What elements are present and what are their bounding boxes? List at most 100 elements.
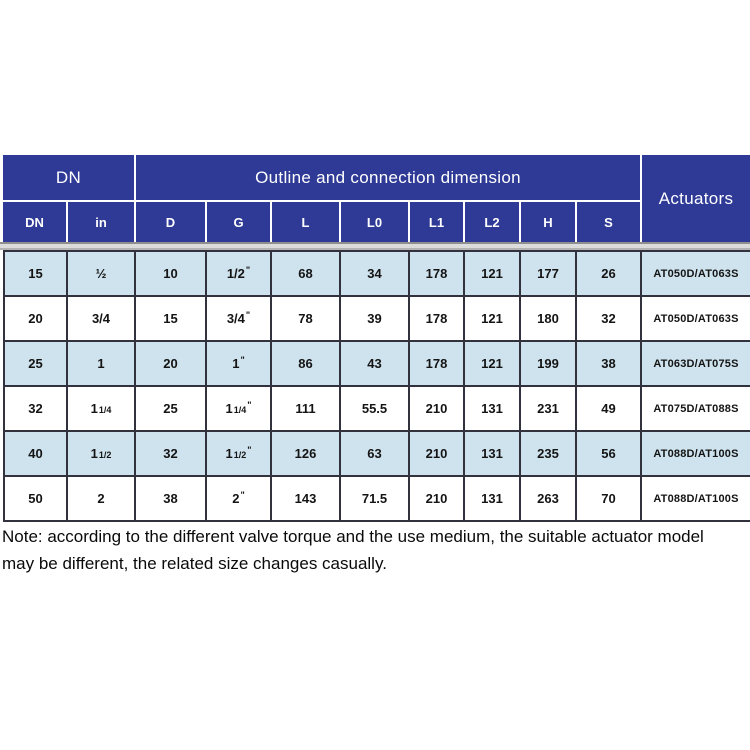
cell-s: 38 bbox=[577, 342, 642, 387]
cell-actuators: AT088D/AT100S bbox=[642, 477, 750, 522]
table-row: 40 1 1/2 32 1 1/2 " 126 63 210 131 235 56 AT088D/AT10… bbox=[3, 432, 750, 477]
cell-l0: 55.5 bbox=[341, 387, 410, 432]
cell-g: 1 1/4 " bbox=[207, 387, 272, 432]
outline-group-label: Outline and connection dimension bbox=[255, 167, 521, 187]
cell-h: 180 bbox=[521, 297, 577, 342]
cell-d: 32 bbox=[136, 432, 207, 477]
cell-l: 111 bbox=[272, 387, 341, 432]
column-header-g: G bbox=[207, 202, 270, 242]
cell-l1: 178 bbox=[410, 252, 465, 297]
table-header: DN Outline and connection dimension Actu… bbox=[3, 155, 750, 242]
cell-l0: 34 bbox=[341, 252, 410, 297]
column-header-g-label: G bbox=[233, 214, 244, 230]
cell-d: 15 bbox=[136, 297, 207, 342]
dn-group-label: DN bbox=[55, 167, 82, 187]
column-header-h-label: H bbox=[543, 214, 553, 230]
table-row: 32 1 1/4 25 1 1/4 " 111 55.5 210 131 231 49 AT075D/AT… bbox=[3, 387, 750, 432]
table-row: 50 2 38 2 " 143 71.5 210 131 263 70 AT088D/AT100S bbox=[3, 477, 750, 522]
cell-h: 235 bbox=[521, 432, 577, 477]
cell-l: 86 bbox=[272, 342, 341, 387]
cell-g: 1 1/2 " bbox=[207, 432, 272, 477]
cell-actuators: AT050D/AT063S bbox=[642, 297, 750, 342]
cell-dn: 25 bbox=[3, 342, 68, 387]
cell-actuators: AT050D/AT063S bbox=[642, 252, 750, 297]
column-header-l0: L0 bbox=[341, 202, 408, 242]
cell-s: 70 bbox=[577, 477, 642, 522]
cell-h: 231 bbox=[521, 387, 577, 432]
column-header-in-label: in bbox=[95, 214, 107, 230]
cell-d: 10 bbox=[136, 252, 207, 297]
column-header-in: in bbox=[68, 202, 134, 242]
column-header-l0-label: L0 bbox=[366, 214, 383, 230]
cell-l0: 43 bbox=[341, 342, 410, 387]
cell-l2: 121 bbox=[465, 252, 521, 297]
cell-dn: 32 bbox=[3, 387, 68, 432]
cell-g: 1 " bbox=[207, 342, 272, 387]
table-row: 15 ½ 10 1/2 " 68 34 178 121 177 26 AT050D/AT063S bbox=[3, 252, 750, 297]
cell-l2: 131 bbox=[465, 477, 521, 522]
cell-s: 49 bbox=[577, 387, 642, 432]
cell-h: 263 bbox=[521, 477, 577, 522]
cell-dn: 15 bbox=[3, 252, 68, 297]
cell-in: ½ bbox=[68, 252, 136, 297]
column-header-l: L bbox=[272, 202, 339, 242]
table-row: 25 1 20 1 " 86 43 178 121 199 38 AT063D/AT075S bbox=[3, 342, 750, 387]
table-row: 20 3/4 15 3/4 " 78 39 178 121 180 32 AT050D/AT063S bbox=[3, 297, 750, 342]
actuators-header: Actuators bbox=[642, 155, 750, 242]
outline-group-header: Outline and connection dimension bbox=[136, 155, 640, 200]
cell-in: 1 1/2 bbox=[68, 432, 136, 477]
cell-l2: 121 bbox=[465, 297, 521, 342]
cell-l1: 178 bbox=[410, 297, 465, 342]
cell-d: 38 bbox=[136, 477, 207, 522]
column-header-l1: L1 bbox=[410, 202, 463, 242]
cell-actuators: AT063D/AT075S bbox=[642, 342, 750, 387]
column-header-d: D bbox=[136, 202, 205, 242]
cell-actuators: AT075D/AT088S bbox=[642, 387, 750, 432]
cell-dn: 50 bbox=[3, 477, 68, 522]
cell-dn: 20 bbox=[3, 297, 68, 342]
cell-l0: 39 bbox=[341, 297, 410, 342]
column-header-dn: DN bbox=[3, 202, 66, 242]
cell-in: 2 bbox=[68, 477, 136, 522]
column-header-l2: L2 bbox=[465, 202, 519, 242]
separator-band bbox=[0, 242, 750, 250]
cell-d: 20 bbox=[136, 342, 207, 387]
cell-l: 68 bbox=[272, 252, 341, 297]
cell-l0: 63 bbox=[341, 432, 410, 477]
column-header-s-label: S bbox=[604, 214, 613, 230]
cell-g: 3/4 " bbox=[207, 297, 272, 342]
cell-in: 3/4 bbox=[68, 297, 136, 342]
note-text: Note: according to the different valve t… bbox=[2, 523, 748, 577]
cell-l: 126 bbox=[272, 432, 341, 477]
cell-in: 1 1/4 bbox=[68, 387, 136, 432]
column-header-l2-label: L2 bbox=[484, 214, 500, 230]
cell-l2: 131 bbox=[465, 387, 521, 432]
column-header-l1-label: L1 bbox=[428, 214, 445, 230]
column-header-dn-label: DN bbox=[25, 214, 44, 230]
column-header-d-label: D bbox=[165, 214, 176, 230]
cell-h: 199 bbox=[521, 342, 577, 387]
note-line-2: may be different, the related size chang… bbox=[2, 554, 387, 573]
cell-l0: 71.5 bbox=[341, 477, 410, 522]
cell-g: 1/2 " bbox=[207, 252, 272, 297]
actuators-header-label: Actuators bbox=[658, 188, 734, 208]
cell-s: 26 bbox=[577, 252, 642, 297]
note-line-1: Note: according to the different valve t… bbox=[2, 527, 704, 546]
column-header-h: H bbox=[521, 202, 575, 242]
cell-l: 78 bbox=[272, 297, 341, 342]
dn-group-header: DN bbox=[3, 155, 134, 200]
table-body: 15 ½ 10 1/2 " 68 34 178 121 177 26 AT050D/AT063S 20 3… bbox=[3, 250, 750, 522]
cell-d: 25 bbox=[136, 387, 207, 432]
cell-l1: 210 bbox=[410, 432, 465, 477]
cell-actuators: AT088D/AT100S bbox=[642, 432, 750, 477]
column-header-l-label: L bbox=[301, 214, 310, 230]
cell-g: 2 " bbox=[207, 477, 272, 522]
cell-l1: 178 bbox=[410, 342, 465, 387]
cell-l: 143 bbox=[272, 477, 341, 522]
cell-in: 1 bbox=[68, 342, 136, 387]
cell-dn: 40 bbox=[3, 432, 68, 477]
cell-l1: 210 bbox=[410, 477, 465, 522]
cell-s: 32 bbox=[577, 297, 642, 342]
cell-h: 177 bbox=[521, 252, 577, 297]
